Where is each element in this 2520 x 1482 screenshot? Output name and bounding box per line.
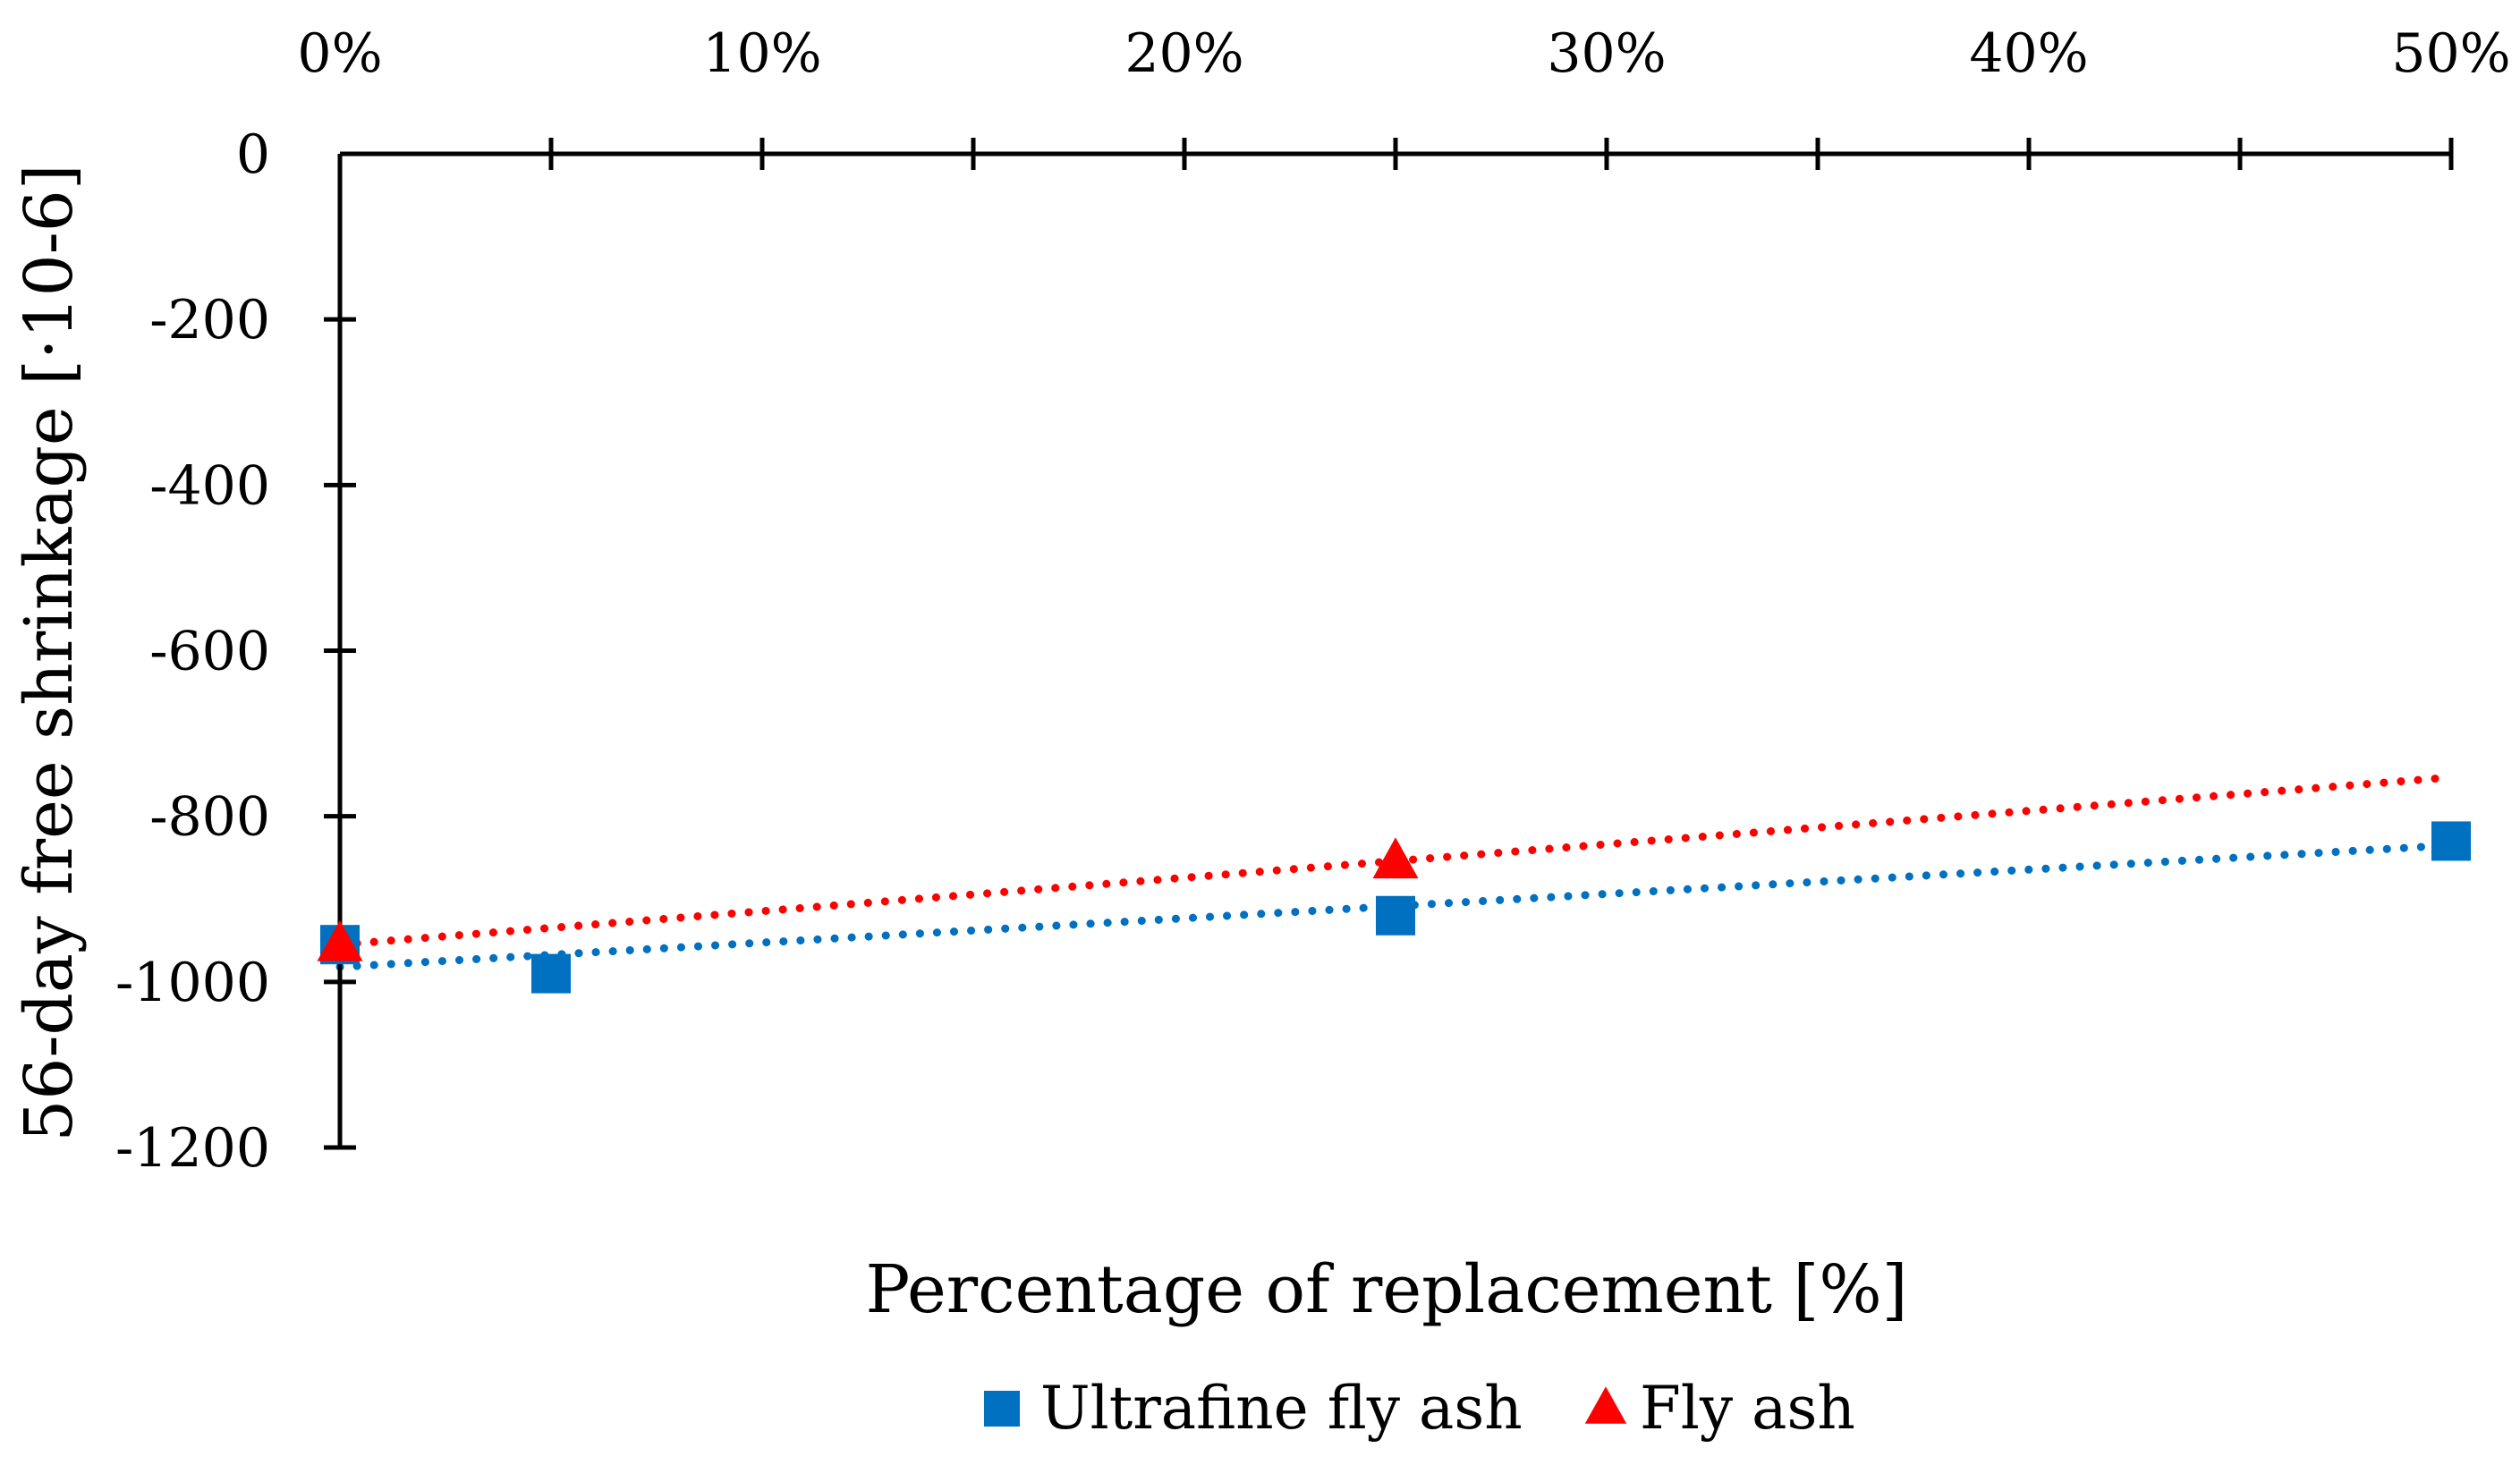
- y-tick-label: -1000: [115, 952, 270, 1014]
- legend: Ultrafine fly ash Fly ash: [984, 1374, 1855, 1443]
- y-tick-label: -800: [149, 786, 270, 849]
- y-tick-label: -400: [149, 454, 270, 517]
- data-points: [317, 821, 2471, 994]
- legend-marker-square: [984, 1391, 1020, 1427]
- legend-label: Ultrafine fly ash: [1040, 1374, 1523, 1443]
- legend-marker-triangle: [1584, 1386, 1627, 1424]
- y-tick-label: 0: [236, 123, 270, 186]
- x-axis-title: Percentage of replacement [%]: [865, 1251, 1907, 1328]
- x-tick-label: 0%: [297, 22, 382, 85]
- axes: 0% 10% 20% 30% 40% 50% 0 -200 -400 -600 -800 -1000 -…: [115, 22, 2511, 1180]
- x-tick-label: 50%: [2391, 22, 2510, 85]
- x-tick-label: 20%: [1124, 22, 1243, 85]
- data-point-square: [1376, 895, 1415, 936]
- x-tick-label: 30%: [1547, 22, 1666, 85]
- data-point-triangle: [1372, 837, 1419, 879]
- legend-label: Fly ash: [1640, 1374, 1855, 1443]
- labels: Percentage of replacement [%] 56-day fre…: [11, 164, 1908, 1328]
- y-axis-title: 56-day free shrinkage [·10-6]: [11, 164, 88, 1141]
- y-tick-label: -600: [149, 621, 270, 683]
- data-point-triangle: [317, 919, 363, 961]
- y-tick-label: -200: [149, 289, 270, 351]
- data-point-square: [531, 953, 571, 994]
- y-tick-label: -1200: [115, 1117, 270, 1180]
- x-tick-label: 10%: [702, 22, 821, 85]
- data-point-square: [2431, 821, 2471, 861]
- x-tick-label: 40%: [1969, 22, 2088, 85]
